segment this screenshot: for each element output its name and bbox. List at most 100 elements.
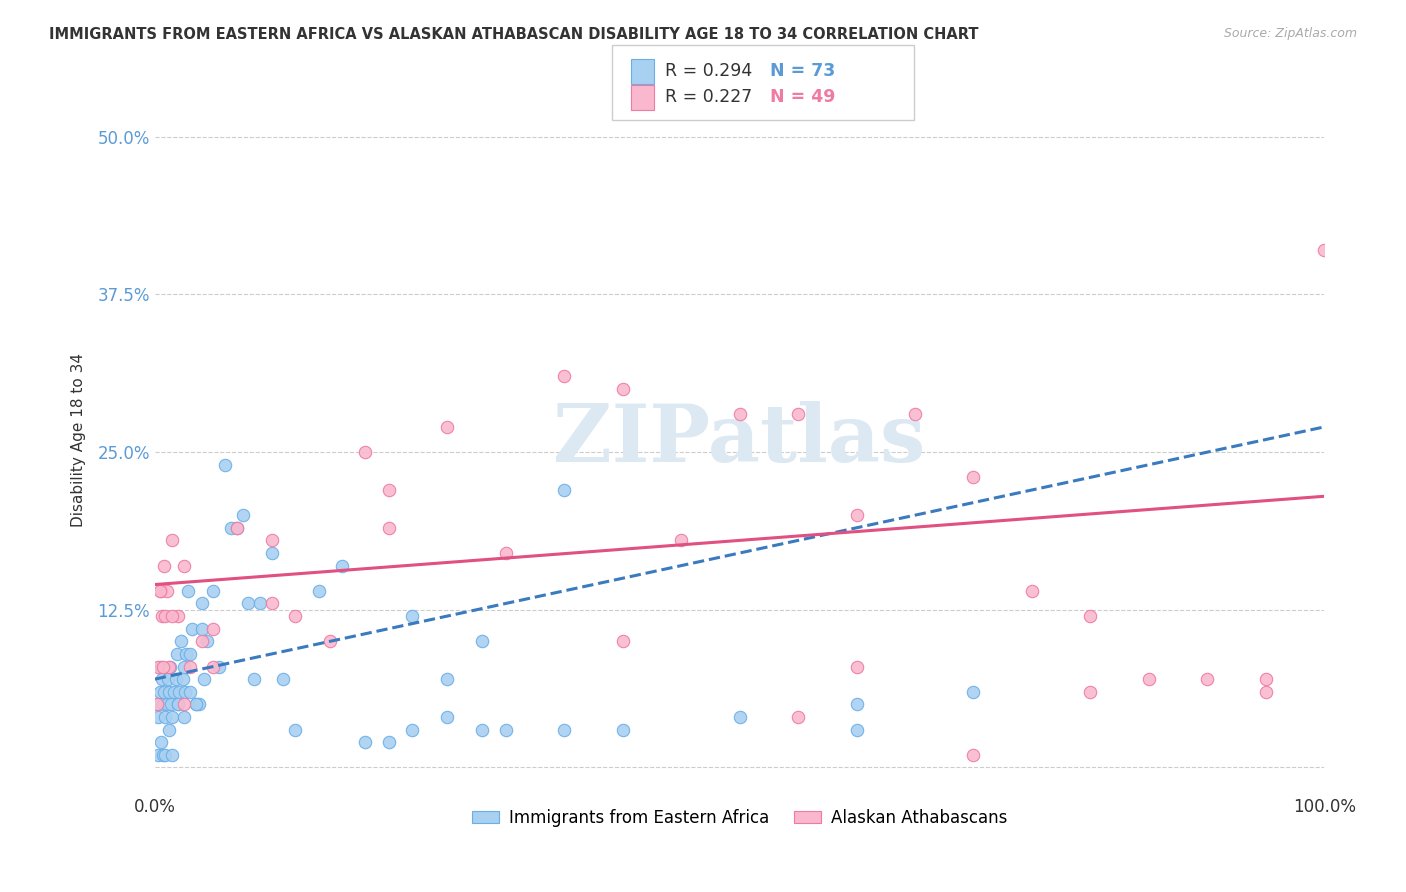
Point	[155, 710, 177, 724]
Point	[232, 508, 254, 523]
Point	[1080, 609, 1102, 624]
Point	[225, 521, 247, 535]
Point	[308, 583, 330, 598]
Point	[612, 382, 634, 396]
Point	[148, 685, 170, 699]
Point	[162, 533, 184, 548]
Point	[377, 735, 399, 749]
Point	[193, 672, 215, 686]
Point	[146, 698, 169, 712]
Point	[167, 698, 190, 712]
Point	[162, 747, 184, 762]
Point	[197, 634, 219, 648]
Point	[319, 634, 342, 648]
Point	[495, 546, 517, 560]
Point	[155, 609, 177, 624]
Point	[471, 723, 494, 737]
Point	[1254, 672, 1277, 686]
Point	[787, 710, 810, 724]
Point	[166, 647, 188, 661]
Point	[173, 710, 195, 724]
Point	[148, 747, 170, 762]
Point	[612, 634, 634, 648]
Point	[153, 685, 176, 699]
Legend: Immigrants from Eastern Africa, Alaskan Athabascans: Immigrants from Eastern Africa, Alaskan …	[465, 803, 1014, 834]
Point	[173, 659, 195, 673]
Point	[150, 672, 173, 686]
Point	[436, 672, 458, 686]
Point	[179, 685, 201, 699]
Point	[377, 483, 399, 497]
Point	[284, 609, 307, 624]
Y-axis label: Disability Age 18 to 34: Disability Age 18 to 34	[72, 352, 86, 526]
Point	[169, 685, 191, 699]
Point	[962, 685, 984, 699]
Point	[149, 583, 172, 598]
Point	[260, 597, 283, 611]
Point	[401, 609, 423, 624]
Point	[190, 597, 212, 611]
Point	[214, 458, 236, 472]
Point	[238, 597, 260, 611]
Text: ZIPatlas: ZIPatlas	[554, 401, 925, 478]
Point	[401, 723, 423, 737]
Point	[167, 609, 190, 624]
Text: Source: ZipAtlas.com: Source: ZipAtlas.com	[1223, 27, 1357, 40]
Point	[184, 698, 207, 712]
Point	[152, 698, 174, 712]
Point	[354, 445, 377, 459]
Point	[243, 672, 266, 686]
Point	[167, 698, 190, 712]
Point	[202, 659, 225, 673]
Point	[249, 597, 271, 611]
Point	[148, 659, 170, 673]
Point	[728, 710, 751, 724]
Point	[162, 609, 184, 624]
Point	[845, 698, 868, 712]
Point	[553, 483, 575, 497]
Point	[260, 533, 283, 548]
Point	[188, 698, 211, 712]
Point	[173, 698, 195, 712]
Point	[157, 723, 180, 737]
Point	[787, 407, 810, 421]
Point	[190, 622, 212, 636]
Point	[219, 521, 242, 535]
Point	[184, 698, 207, 712]
Text: N = 49: N = 49	[770, 88, 835, 106]
Point	[612, 723, 634, 737]
Point	[962, 747, 984, 762]
Point	[495, 723, 517, 737]
Point	[153, 558, 176, 573]
Point	[155, 698, 177, 712]
Point	[1313, 244, 1336, 258]
Point	[149, 735, 172, 749]
Point	[152, 659, 174, 673]
Point	[845, 508, 868, 523]
Point	[160, 698, 183, 712]
Point	[159, 659, 181, 673]
Point	[553, 369, 575, 384]
Point	[202, 622, 225, 636]
Point	[377, 521, 399, 535]
Point	[173, 558, 195, 573]
Point	[273, 672, 295, 686]
Point	[148, 583, 170, 598]
Point	[172, 672, 194, 686]
Point	[330, 558, 353, 573]
Point	[1080, 685, 1102, 699]
Point	[148, 710, 170, 724]
Point	[1254, 685, 1277, 699]
Point	[904, 407, 927, 421]
Point	[169, 634, 191, 648]
Point	[553, 723, 575, 737]
Point	[157, 659, 180, 673]
Point	[176, 583, 198, 598]
Point	[962, 470, 984, 484]
Point	[260, 546, 283, 560]
Point	[155, 747, 177, 762]
Point	[162, 710, 184, 724]
Point	[162, 685, 184, 699]
Point	[152, 747, 174, 762]
Point	[190, 634, 212, 648]
